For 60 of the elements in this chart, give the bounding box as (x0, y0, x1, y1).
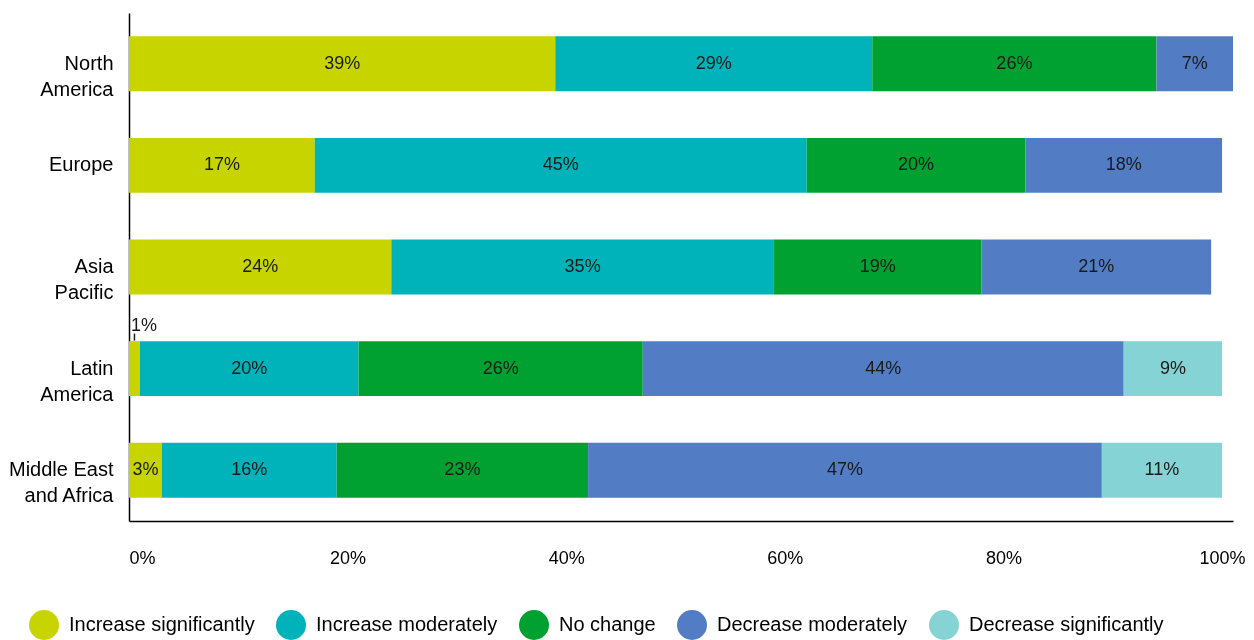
legend-label: Increase significantly (69, 613, 255, 635)
data-label: 26% (482, 357, 519, 378)
data-label: 21% (1078, 256, 1115, 276)
bar (555, 36, 873, 92)
bar (129, 239, 392, 295)
data-label: 16% (231, 459, 268, 480)
data-label: 3% (132, 459, 159, 480)
data-label: 19% (859, 256, 896, 276)
bar (806, 137, 1026, 193)
x-tick-label: 60% (767, 547, 804, 568)
legend-label: No change (559, 613, 656, 635)
data-label: 17% (203, 154, 240, 175)
y-tick-label: Europe (49, 153, 114, 176)
y-tick-label: Middle East and Africa (9, 458, 115, 507)
y-tick-label: North America (40, 51, 115, 100)
bar (642, 341, 1124, 397)
data-label: 24% (242, 256, 279, 276)
bar (336, 442, 589, 498)
x-tick-label: 0% (129, 547, 156, 568)
data-label: 47% (826, 459, 863, 480)
legend-label: Increase moderately (316, 613, 498, 635)
bar (129, 137, 315, 193)
data-label: 45% (542, 154, 579, 175)
y-tick-label: Asia Pacific (54, 255, 115, 303)
bar (129, 36, 556, 92)
x-tick-label: 80% (985, 547, 1022, 568)
data-label: 29% (695, 52, 732, 73)
bar (358, 341, 643, 397)
data-label: 39% (324, 52, 361, 73)
bar (1156, 36, 1233, 92)
data-label: 11% (1144, 459, 1180, 480)
bar (314, 137, 807, 193)
legend-label: Decrease significantly (969, 613, 1164, 635)
bar (129, 341, 140, 397)
bar (872, 36, 1157, 92)
data-label: 20% (897, 154, 935, 175)
y-tick-label: Latin America (40, 356, 115, 405)
data-label: 1% (131, 314, 158, 335)
bar (129, 442, 162, 498)
bar (391, 239, 774, 295)
bar (773, 239, 982, 295)
data-label: 35% (564, 256, 601, 276)
bar (1025, 137, 1223, 193)
data-label: 23% (444, 459, 481, 480)
bar (981, 239, 1212, 295)
bar (139, 341, 359, 397)
data-label: 18% (1105, 154, 1142, 175)
bar (1101, 442, 1223, 498)
bar (1123, 341, 1223, 397)
data-label: 20% (231, 357, 268, 378)
x-tick-label: 100% (1199, 547, 1246, 568)
data-label: 44% (865, 357, 902, 378)
data-label: 7% (1181, 52, 1208, 73)
x-tick-label: 20% (330, 547, 367, 568)
bar (161, 442, 337, 498)
data-label: 26% (996, 52, 1033, 73)
bar (588, 442, 1102, 498)
legend-label: Decrease moderately (717, 613, 908, 635)
x-tick-label: 40% (548, 547, 585, 568)
data-label: 9% (1159, 357, 1186, 378)
